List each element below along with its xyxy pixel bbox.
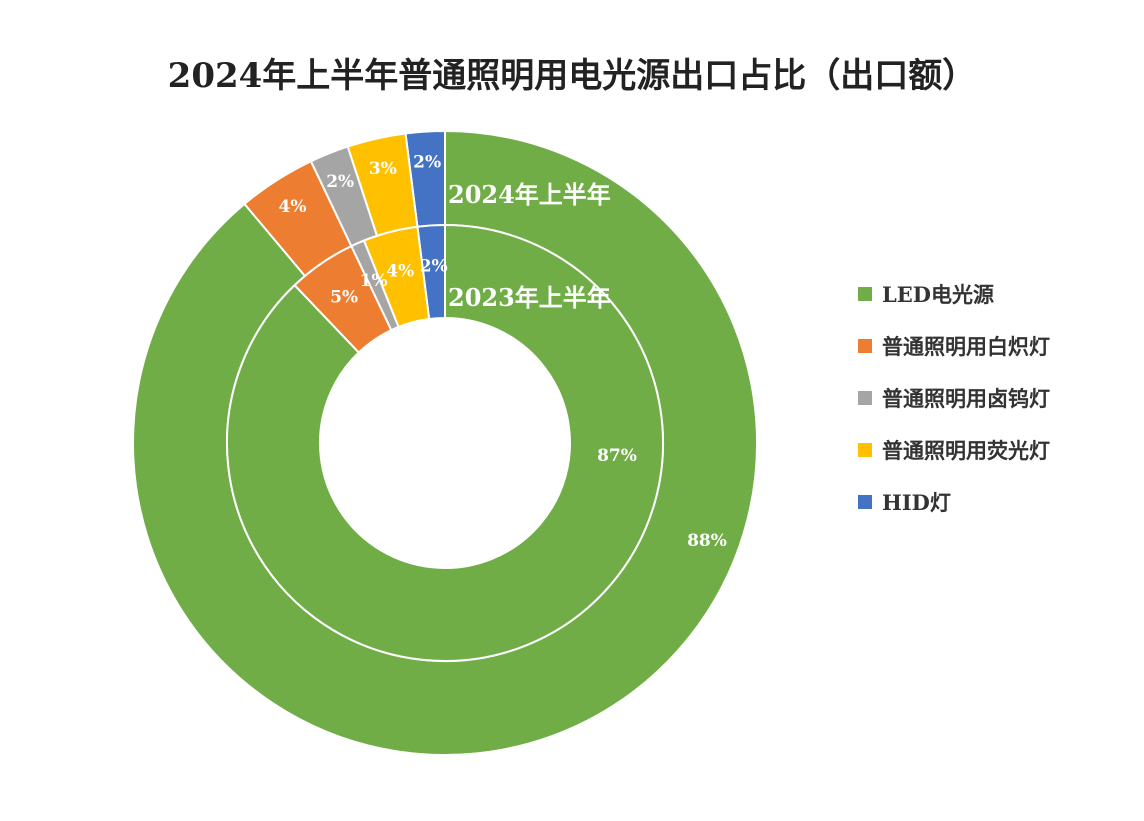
- inner-slice-1: [293, 244, 393, 354]
- inner-label-4: 2%: [420, 256, 448, 276]
- inner-ring-2023: [226, 223, 664, 662]
- series-name-2023: 2023年上半年: [448, 283, 611, 312]
- legend-swatch: [858, 339, 872, 353]
- legend-item: 普通照明用卤钨灯: [858, 372, 1050, 424]
- legend-item: 普通照明用荧光灯: [858, 424, 1050, 476]
- legend-label: 普通照明用卤钨灯: [882, 386, 1050, 411]
- chart-title: 2024年上半年普通照明用电光源出口占比（出口额）: [167, 56, 977, 96]
- legend-swatch: [858, 391, 872, 405]
- outer-label-4: 2%: [413, 153, 441, 173]
- legend-label: 普通照明用白炽灯: [882, 334, 1050, 359]
- series-name-2024: 2024年上半年: [448, 180, 611, 209]
- outer-label-3: 3%: [369, 159, 397, 179]
- legend-swatch: [858, 443, 872, 457]
- inner-label-3: 4%: [386, 262, 414, 282]
- outer-label-0: 88%: [687, 531, 727, 551]
- outer-label-1: 4%: [279, 197, 307, 217]
- outer-label-2: 2%: [326, 172, 354, 192]
- legend-item: LED电光源: [858, 268, 1050, 320]
- legend-item: HID灯: [858, 476, 1050, 528]
- legend-swatch: [858, 287, 872, 301]
- inner-slice-0: [226, 223, 664, 662]
- inner-label-1: 5%: [330, 287, 358, 307]
- legend-label: HID灯: [882, 490, 951, 515]
- inner-label-2: 1%: [360, 271, 388, 291]
- inner-slice-3: [362, 225, 431, 329]
- legend-label: LED电光源: [882, 282, 994, 307]
- legend-label: 普通照明用荧光灯: [882, 438, 1050, 463]
- inner-label-0: 87%: [597, 446, 637, 466]
- legend-swatch: [858, 495, 872, 509]
- data-labels: 2%3%2%4%88%2%4%1%5%87%: [279, 153, 727, 551]
- legend: LED电光源普通照明用白炽灯 普通照明用卤钨灯 普通照明用荧光灯 HID灯: [858, 268, 1050, 528]
- legend-item: 普通照明用白炽灯: [858, 320, 1050, 372]
